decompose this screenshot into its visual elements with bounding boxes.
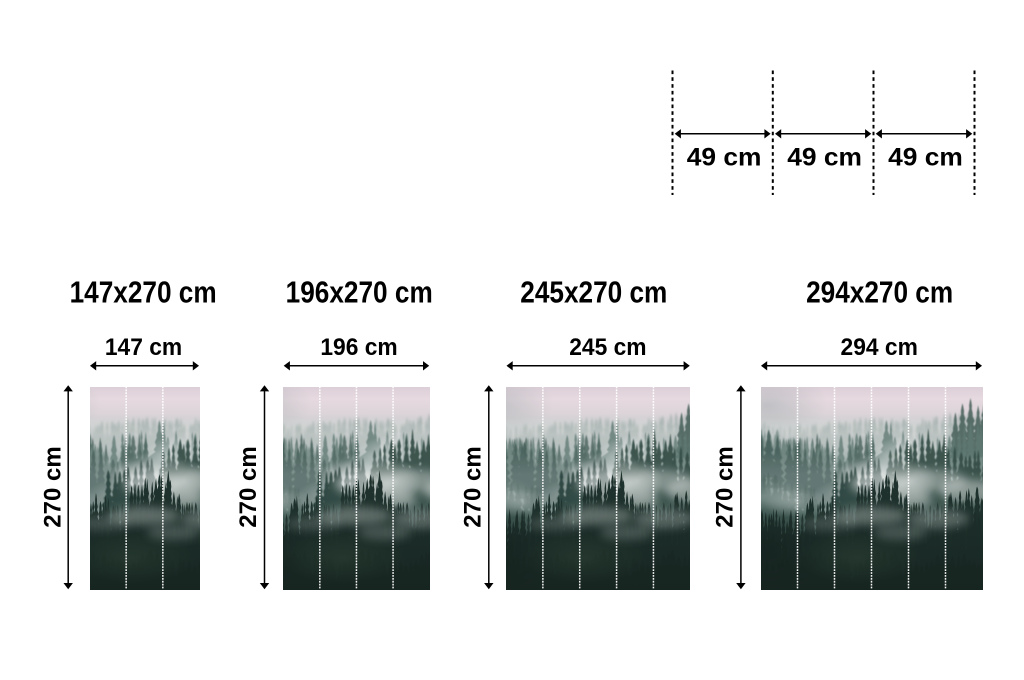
- svg-text:270 cm: 270 cm: [712, 446, 739, 527]
- svg-text:147 cm: 147 cm: [105, 334, 182, 361]
- svg-text:294 cm: 294 cm: [841, 334, 918, 361]
- svg-text:294x270 cm: 294x270 cm: [806, 275, 953, 310]
- svg-text:49 cm: 49 cm: [888, 144, 963, 171]
- svg-text:49 cm: 49 cm: [787, 144, 862, 171]
- svg-text:270 cm: 270 cm: [40, 446, 67, 527]
- svg-text:147x270 cm: 147x270 cm: [70, 275, 217, 310]
- svg-text:245x270 cm: 245x270 cm: [520, 275, 667, 310]
- svg-text:49 cm: 49 cm: [687, 144, 762, 171]
- svg-text:196x270 cm: 196x270 cm: [286, 275, 433, 310]
- svg-text:270 cm: 270 cm: [235, 446, 262, 527]
- svg-text:245 cm: 245 cm: [569, 334, 646, 361]
- svg-text:270 cm: 270 cm: [460, 446, 487, 527]
- svg-text:196 cm: 196 cm: [320, 334, 397, 361]
